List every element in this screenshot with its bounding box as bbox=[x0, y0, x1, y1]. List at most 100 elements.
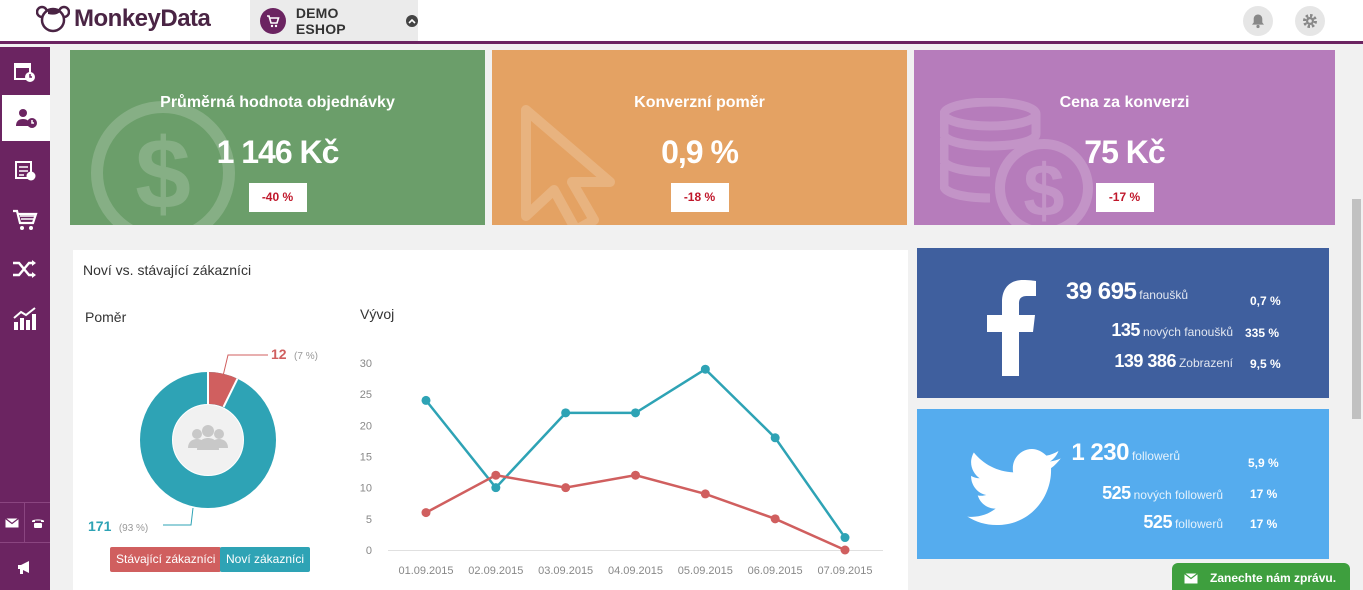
facebook-icon bbox=[987, 280, 1036, 376]
kpi-title: Cena za konverzi bbox=[1059, 94, 1190, 111]
customers-panel: Noví vs. stávající zákazníci Poměr Vývoj… bbox=[73, 250, 908, 590]
scrollbar-thumb[interactable] bbox=[1352, 199, 1361, 419]
x-tick-label: 02.09.2015 bbox=[468, 565, 523, 577]
twitter-followers-pct: 5,9 % bbox=[1248, 456, 1279, 470]
twitter-followers-value: 1 230 bbox=[1071, 439, 1129, 466]
envelope-icon bbox=[5, 518, 19, 528]
series-point-1[interactable] bbox=[561, 483, 571, 493]
series-point-0[interactable] bbox=[491, 483, 501, 493]
x-tick-label: 05.09.2015 bbox=[678, 565, 733, 577]
kpi-title: Průměrná hodnota objednávky bbox=[160, 94, 395, 111]
series-line-0 bbox=[425, 367, 847, 539]
series-point-1[interactable] bbox=[700, 489, 710, 499]
chat-widget-button[interactable]: Zanechte nám zprávu. bbox=[1172, 563, 1350, 590]
twitter-row-new-followers: 525 nových followerů bbox=[1102, 483, 1223, 504]
facebook-row-new-fans: 135 nových fanoušků bbox=[1111, 320, 1233, 341]
twitter-followers-label: followerů bbox=[1131, 449, 1180, 463]
shuffle-icon bbox=[13, 260, 36, 278]
series-point-0[interactable] bbox=[421, 395, 431, 405]
facebook-row-impressions: 139 386 Zobrazení bbox=[1114, 351, 1233, 372]
existing-label: 12 (7 %) bbox=[271, 346, 318, 364]
facebook-impressions-label: Zobrazení bbox=[1178, 356, 1233, 370]
users-group-icon bbox=[188, 425, 228, 450]
settings-button[interactable] bbox=[1295, 6, 1325, 36]
envelope-icon bbox=[1184, 572, 1198, 583]
trend-line-chart: 0 5 10 15 20 25 30 01.09.2015 02.09.2015 03.09.20… bbox=[360, 358, 883, 577]
sidebar bbox=[0, 47, 50, 590]
kpi-value: 0,9 % bbox=[661, 134, 739, 170]
chat-label: Zanechte nám zprávu. bbox=[1210, 571, 1337, 585]
sidebar-item-calendar-today[interactable] bbox=[0, 49, 50, 95]
series-point-0[interactable] bbox=[631, 408, 640, 418]
announcements-button[interactable] bbox=[0, 542, 50, 590]
series-point-1[interactable] bbox=[631, 470, 640, 480]
kpi-change-badge: -17 % bbox=[1095, 183, 1154, 212]
panel-title: Noví vs. stávající zákazníci bbox=[83, 262, 252, 278]
new-pct: (93 %) bbox=[118, 523, 149, 534]
x-tick-label: 03.09.2015 bbox=[538, 565, 593, 577]
growth-chart-icon bbox=[13, 307, 36, 330]
legend-new-customers[interactable]: Noví zákazníci bbox=[220, 547, 311, 572]
twitter-new-followers-value: 525 bbox=[1102, 483, 1131, 503]
chevron-up-icon bbox=[406, 14, 418, 27]
y-tick-label: 0 bbox=[366, 545, 372, 557]
series-point-1[interactable] bbox=[491, 470, 501, 480]
kpi-change-badge: -18 % bbox=[670, 183, 729, 212]
legend-existing-customers[interactable]: Stávající zákazníci bbox=[110, 547, 222, 572]
dollar-coin-icon: $ bbox=[91, 101, 235, 225]
email-button[interactable] bbox=[0, 503, 25, 543]
bell-icon bbox=[1252, 14, 1264, 29]
top-bar: MonkeyData DEMO ESHOP bbox=[0, 0, 1363, 44]
sidebar-item-sources[interactable] bbox=[0, 246, 50, 292]
facebook-fans-pct: 0,7 % bbox=[1250, 294, 1281, 308]
shopping-cart-icon bbox=[13, 209, 38, 230]
twitter-row-followers: 1 230 followerů bbox=[1071, 439, 1180, 467]
megaphone-icon bbox=[18, 560, 29, 574]
kpi-value: 75 Kč bbox=[1084, 134, 1165, 170]
cursor-arrow-icon bbox=[521, 105, 615, 225]
x-tick-label: 07.09.2015 bbox=[817, 565, 872, 577]
twitter-new-followers-pct: 17 % bbox=[1250, 487, 1278, 501]
series-point-0[interactable] bbox=[561, 408, 571, 418]
phone-icon bbox=[31, 519, 44, 528]
series-point-0[interactable] bbox=[770, 433, 780, 443]
twitter-bird-icon bbox=[967, 449, 1061, 526]
y-tick-label: 25 bbox=[360, 389, 372, 401]
sidebar-item-calendar[interactable] bbox=[0, 147, 50, 193]
twitter-followers2-value: 525 bbox=[1143, 512, 1172, 532]
trend-title: Vývoj bbox=[360, 306, 395, 322]
series-point-0[interactable] bbox=[840, 533, 850, 543]
shop-name: DEMO ESHOP bbox=[295, 4, 346, 37]
ratio-title: Poměr bbox=[85, 309, 127, 325]
kpi-card-conversion: Konverzní poměr 0,9 % -18 % bbox=[492, 50, 907, 225]
facebook-row-fans: 39 695 fanoušků bbox=[1066, 278, 1188, 306]
series-point-1[interactable] bbox=[770, 514, 780, 524]
series-point-1[interactable] bbox=[421, 508, 431, 518]
kpi-value: 1 146 Kč bbox=[216, 134, 340, 170]
sidebar-item-analytics[interactable] bbox=[0, 296, 50, 342]
sidebar-item-customers[interactable] bbox=[2, 95, 50, 141]
notifications-button[interactable] bbox=[1243, 6, 1273, 36]
facebook-new-fans-label: nových fanoušků bbox=[1142, 325, 1233, 339]
sidebar-item-orders[interactable] bbox=[0, 197, 50, 243]
series-point-1[interactable] bbox=[840, 545, 850, 555]
donut-slice-existing[interactable] bbox=[208, 372, 238, 407]
shop-cart-icon bbox=[260, 7, 286, 34]
ratio-donut-chart bbox=[140, 354, 276, 526]
series-point-0[interactable] bbox=[700, 364, 710, 374]
x-tick-label: 04.09.2015 bbox=[608, 565, 663, 577]
y-tick-label: 15 bbox=[360, 452, 372, 464]
kpi-title: Konverzní poměr bbox=[634, 94, 765, 111]
page-scrollbar[interactable] bbox=[1350, 47, 1363, 590]
existing-pct: (7 %) bbox=[294, 351, 318, 362]
facebook-impressions-pct: 9,5 % bbox=[1250, 357, 1281, 371]
logo[interactable]: MonkeyData bbox=[36, 2, 211, 36]
twitter-followers2-label: followerů bbox=[1174, 517, 1223, 531]
shop-switcher[interactable]: DEMO ESHOP bbox=[250, 0, 418, 41]
x-tick-label: 06.09.2015 bbox=[748, 565, 803, 577]
facebook-fans-value: 39 695 bbox=[1065, 278, 1137, 305]
phone-button[interactable] bbox=[25, 503, 50, 543]
facebook-impressions-value: 139 386 bbox=[1114, 351, 1176, 371]
sidebar-contact bbox=[0, 502, 50, 543]
user-clock-icon bbox=[16, 109, 37, 128]
